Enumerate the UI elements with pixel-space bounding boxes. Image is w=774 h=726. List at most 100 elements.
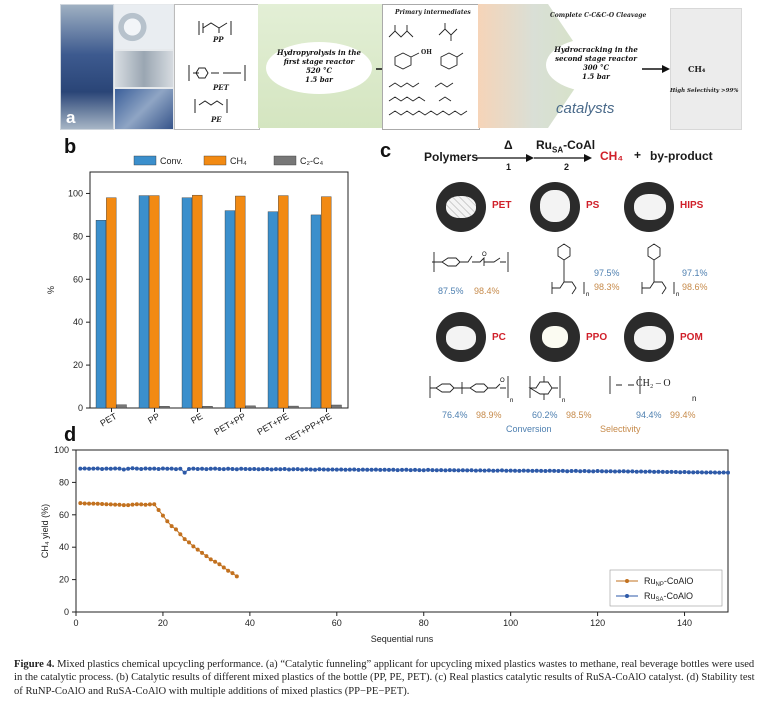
- chart-d-point: [391, 467, 396, 472]
- chart-d-legend-label: RuNP-CoAlO: [644, 576, 693, 588]
- scheme-catalyst-ru: Ru: [536, 138, 552, 152]
- chart-d-legend-label-main: Ru: [644, 576, 656, 586]
- chart-d-point: [195, 547, 200, 552]
- shredded-photo: [114, 50, 174, 88]
- chart-d-point: [647, 469, 652, 474]
- chart-d-point: [443, 468, 448, 473]
- chart-b-legend-label: C₂-C₄: [300, 156, 323, 166]
- chart-d-point: [126, 503, 131, 508]
- stage2-line3: 300 °C: [582, 63, 610, 72]
- chart-b-bar: [149, 195, 160, 409]
- chart-b-legend-label: CH₄: [230, 156, 247, 166]
- selectivity-ppo: 98.5%: [566, 410, 592, 420]
- chart-d-point: [269, 467, 274, 472]
- chart-d-point: [321, 467, 326, 472]
- chart-d-point: [634, 469, 639, 474]
- chart-d-point: [139, 466, 144, 471]
- chart-d-point: [456, 468, 461, 473]
- chart-d-point: [582, 469, 587, 474]
- stage1-line1: Hydropyrolysis in the: [277, 48, 361, 57]
- chart-d-point: [465, 468, 470, 473]
- chart-d-point: [273, 467, 278, 472]
- chart-d-point: [130, 502, 135, 507]
- struct-n-pc: n: [510, 398, 513, 404]
- chart-d-point: [369, 467, 374, 472]
- chart-d-point: [595, 469, 600, 474]
- chart-d-point: [721, 470, 726, 475]
- intermediates-svg: [388, 23, 468, 116]
- polymer-label-pp: PP: [213, 35, 224, 44]
- chart-d-point: [173, 527, 178, 532]
- chart-d-legend-label: RuSA-CoAlO: [644, 591, 693, 603]
- chart-d-point: [643, 469, 648, 474]
- chart-d-point: [552, 468, 557, 473]
- chart-d-ylabel: CH₄ yield (%): [40, 504, 50, 558]
- polymer-structures-svg: [188, 21, 246, 113]
- chart-d-point: [343, 467, 348, 472]
- chart-d-point: [473, 468, 478, 473]
- product-label: CH₄: [688, 64, 706, 74]
- chart-d-point: [139, 502, 144, 507]
- material-pile-ps: [540, 190, 570, 222]
- chart-d-point: [612, 469, 617, 474]
- chart-d-point: [147, 502, 152, 507]
- chart-d-legend-box: [609, 569, 723, 607]
- chart-d-point: [382, 467, 387, 472]
- chart-d-point: [712, 470, 717, 475]
- intermediate-oh: OH: [421, 49, 432, 56]
- chart-d-point: [360, 467, 365, 472]
- chart-d-point: [95, 466, 100, 471]
- chart-d-point: [126, 466, 131, 471]
- chart-d-legend-label-sub: NP: [656, 582, 664, 588]
- chart-d-point: [556, 469, 561, 474]
- chart-d-point: [208, 466, 213, 471]
- stage1-line4: 1.5 bar: [305, 75, 333, 84]
- chart-d-legend-label-main: Ru: [644, 591, 656, 601]
- panel-d-letter: d: [64, 424, 77, 446]
- chart-d-point: [543, 469, 548, 474]
- chart-d-point: [178, 532, 183, 537]
- chart-b-bar: [288, 405, 299, 409]
- chart-d-point: [82, 501, 87, 506]
- material-name-pc: PC: [492, 332, 506, 343]
- chart-d: 0 20 40 60 80 100 0 20 40 60 80 100 120 140 Sequential…: [40, 445, 730, 644]
- chart-d-point: [304, 467, 309, 472]
- chart-d-point: [147, 466, 152, 471]
- scheme-plus: +: [634, 148, 642, 162]
- chart-d-series-line: [80, 502, 238, 577]
- chart-d-point: [656, 469, 661, 474]
- chart-d-point: [278, 467, 283, 472]
- panel-b-letter: b: [64, 136, 77, 158]
- chart-d-point: [426, 467, 431, 472]
- chart-d-point: [226, 568, 231, 573]
- chart-b-bar: [181, 197, 193, 409]
- reaction-scheme: Polymers Δ 1 RuSA-CoAl 2 CH₄ + by-produc…: [412, 138, 742, 176]
- chart-b-bar: [202, 406, 213, 409]
- chart-d-point: [121, 503, 126, 508]
- chart-d-point: [499, 468, 504, 473]
- scheme-step-1: 1: [506, 162, 512, 172]
- struct-n-ps: n: [586, 292, 589, 298]
- chart-d-ytick-label: 0: [64, 607, 69, 617]
- chart-b-ytick-label: 100: [68, 188, 83, 198]
- chart-d-point: [187, 466, 192, 471]
- chart-d-point: [82, 466, 87, 471]
- chart-b-legend-swatch: [133, 155, 157, 166]
- chart-d-point: [356, 467, 361, 472]
- chart-d-point: [156, 466, 161, 471]
- chart-d-point: [352, 467, 357, 472]
- chart-d-point: [234, 574, 239, 579]
- selectivity-hips: 98.6%: [682, 282, 708, 292]
- chart-d-point: [230, 466, 235, 471]
- chart-d-point: [630, 469, 635, 474]
- chart-d-point: [87, 501, 92, 506]
- chart-d-xtick-label: 40: [245, 618, 255, 628]
- chart-b-ytick-label: 0: [78, 403, 83, 413]
- chart-d-point: [413, 467, 418, 472]
- chart-d-point: [478, 468, 483, 473]
- chart-d-xlabel: Sequential runs: [371, 634, 434, 644]
- chart-d-point: [134, 502, 139, 507]
- chart-d-point: [91, 466, 96, 471]
- chart-d-point: [608, 469, 613, 474]
- polymer-label-pet: PET: [213, 83, 229, 92]
